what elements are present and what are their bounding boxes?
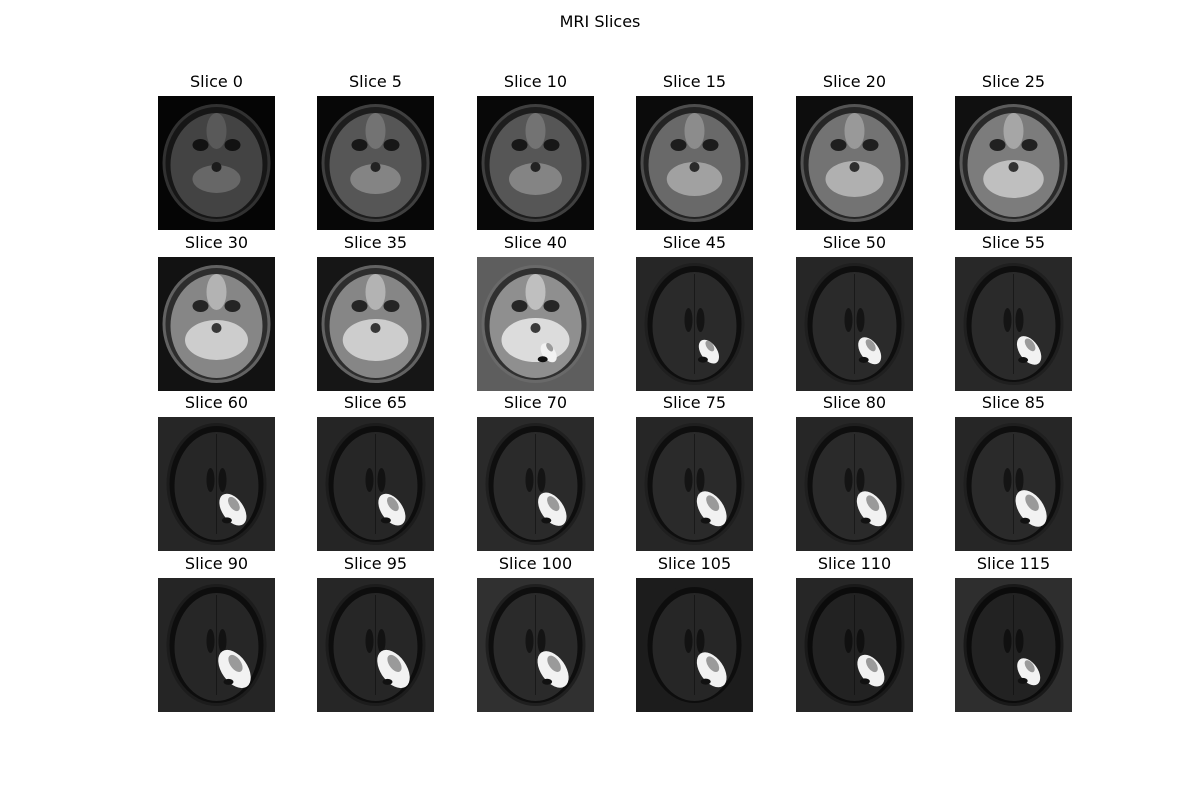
slice-title: Slice 90 <box>184 554 249 573</box>
mri-slice-image <box>317 257 434 391</box>
mri-slice-image <box>955 417 1072 551</box>
mri-slice-image <box>636 257 753 391</box>
mri-slice-image <box>477 417 594 551</box>
slice-title: Slice 0 <box>190 72 243 91</box>
slice-title: Slice 10 <box>503 72 568 91</box>
slice-title: Slice 30 <box>184 233 249 252</box>
slice-title: Slice 70 <box>503 393 568 412</box>
mri-slice-image <box>158 417 275 551</box>
mri-slice-image <box>636 578 753 712</box>
slice-title: Slice 100 <box>498 554 573 573</box>
mri-slice-image <box>158 96 275 230</box>
mri-slice-image <box>796 578 913 712</box>
mri-slice-image <box>636 417 753 551</box>
figure-title: MRI Slices <box>559 12 641 31</box>
mri-slice-image <box>477 96 594 230</box>
slice-title: Slice 55 <box>981 233 1046 252</box>
slice-title: Slice 85 <box>981 393 1046 412</box>
mri-slice-image <box>158 578 275 712</box>
mri-slice-image <box>796 257 913 391</box>
mri-slice-image <box>796 96 913 230</box>
slice-title: Slice 80 <box>822 393 887 412</box>
mri-slice-image <box>317 96 434 230</box>
slice-title: Slice 5 <box>349 72 402 91</box>
slice-title: Slice 75 <box>662 393 727 412</box>
slice-title: Slice 35 <box>343 233 408 252</box>
slice-title: Slice 65 <box>343 393 408 412</box>
mri-slice-image <box>955 96 1072 230</box>
slice-title: Slice 20 <box>822 72 887 91</box>
mri-slice-image <box>955 578 1072 712</box>
mri-slice-image <box>317 578 434 712</box>
slice-title: Slice 95 <box>343 554 408 573</box>
mri-slice-image <box>636 96 753 230</box>
slice-title: Slice 110 <box>817 554 892 573</box>
slice-title: Slice 40 <box>503 233 568 252</box>
slice-title: Slice 50 <box>822 233 887 252</box>
slice-title: Slice 25 <box>981 72 1046 91</box>
slice-title: Slice 115 <box>976 554 1051 573</box>
mri-slice-image <box>158 257 275 391</box>
mri-slice-image <box>796 417 913 551</box>
slice-title: Slice 15 <box>662 72 727 91</box>
slice-title: Slice 105 <box>657 554 732 573</box>
slice-title: Slice 45 <box>662 233 727 252</box>
mri-slice-image <box>477 257 594 391</box>
slice-title: Slice 60 <box>184 393 249 412</box>
mri-slice-image <box>477 578 594 712</box>
mri-slice-image <box>317 417 434 551</box>
mri-slice-image <box>955 257 1072 391</box>
